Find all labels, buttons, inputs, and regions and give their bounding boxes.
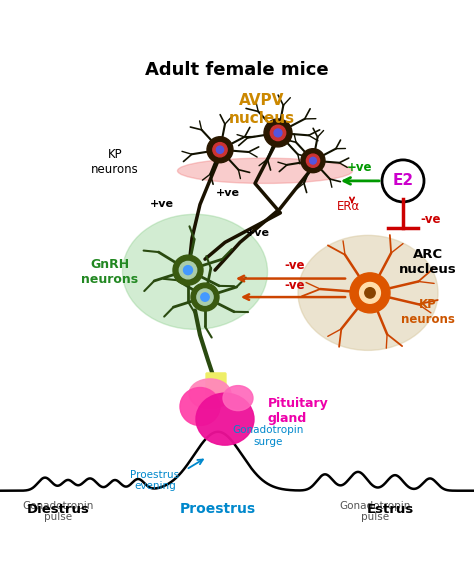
Text: Proestrus
evening: Proestrus evening: [130, 470, 180, 491]
Text: ERα: ERα: [337, 199, 360, 212]
Text: Proestrus: Proestrus: [180, 502, 256, 516]
FancyBboxPatch shape: [206, 373, 226, 395]
Text: GnRH
neurons: GnRH neurons: [82, 258, 138, 286]
Circle shape: [213, 142, 227, 157]
Text: Estrus: Estrus: [366, 503, 414, 516]
Circle shape: [382, 160, 424, 202]
Ellipse shape: [177, 158, 353, 184]
Ellipse shape: [189, 379, 231, 409]
Circle shape: [179, 261, 197, 279]
Text: -ve: -ve: [285, 279, 305, 292]
Ellipse shape: [223, 386, 253, 410]
Text: -ve: -ve: [285, 260, 305, 272]
Text: Pituitary
gland: Pituitary gland: [268, 397, 329, 425]
Circle shape: [310, 157, 316, 164]
Circle shape: [207, 137, 233, 163]
Text: Adult female mice: Adult female mice: [145, 61, 329, 79]
Circle shape: [173, 255, 203, 285]
Circle shape: [201, 293, 209, 301]
Circle shape: [274, 129, 282, 137]
Text: ARC
nucleus: ARC nucleus: [399, 248, 457, 276]
Circle shape: [350, 273, 390, 313]
Text: AVPV
nucleus: AVPV nucleus: [229, 93, 295, 126]
Text: KP
neurons: KP neurons: [401, 298, 455, 326]
Circle shape: [197, 289, 213, 305]
Ellipse shape: [196, 393, 254, 445]
Text: +ve: +ve: [150, 199, 174, 209]
Text: +ve: +ve: [347, 161, 373, 174]
Ellipse shape: [180, 387, 220, 426]
Text: -ve: -ve: [420, 213, 440, 226]
Circle shape: [191, 283, 219, 311]
Circle shape: [360, 283, 381, 303]
Text: KP
neurons: KP neurons: [91, 149, 139, 176]
Circle shape: [264, 119, 292, 147]
Text: +ve: +ve: [216, 188, 240, 198]
Circle shape: [183, 266, 192, 275]
Text: +ve: +ve: [246, 229, 270, 239]
Text: Gonadotropin
surge: Gonadotropin surge: [232, 425, 304, 447]
Circle shape: [306, 154, 319, 167]
Ellipse shape: [122, 215, 267, 329]
Text: Gonadotropin
pulse: Gonadotropin pulse: [339, 501, 410, 522]
Text: Gonadotropin
pulse: Gonadotropin pulse: [22, 501, 94, 522]
Text: Diestrus: Diestrus: [27, 503, 90, 516]
Circle shape: [270, 125, 286, 141]
Text: E2: E2: [392, 173, 413, 189]
Circle shape: [216, 146, 224, 153]
Ellipse shape: [298, 235, 438, 350]
Circle shape: [301, 149, 325, 173]
Circle shape: [365, 288, 375, 298]
